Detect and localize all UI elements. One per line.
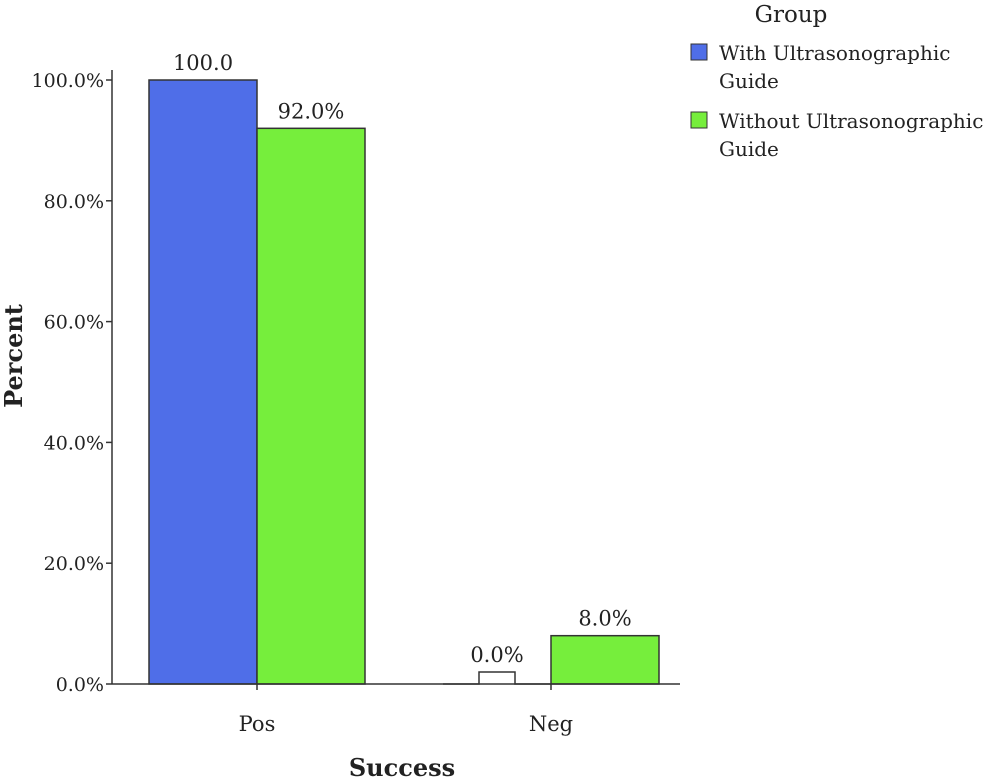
y-tick-label: 60.0% <box>44 312 104 334</box>
x-tick-label: Pos <box>239 712 276 736</box>
legend-label: Guide <box>719 137 779 161</box>
data-label: 100.0 <box>173 51 233 75</box>
data-label: 92.0% <box>278 99 345 123</box>
legend-label: Guide <box>719 69 779 93</box>
y-tick-label: 80.0% <box>44 191 104 213</box>
y-tick-label: 0.0% <box>56 674 104 696</box>
y-axis-title: Percent <box>0 304 28 408</box>
bars <box>148 79 660 685</box>
y-axis-ticks: 0.0% 20.0% 40.0% 60.0% 80.0% 100.0% <box>32 70 112 696</box>
legend-swatch <box>690 43 708 61</box>
bar <box>550 634 660 685</box>
x-tick-label: Neg <box>529 712 573 736</box>
data-label: 8.0% <box>578 607 631 631</box>
y-tick-label: 40.0% <box>44 432 104 454</box>
y-tick-label: 20.0% <box>44 553 104 575</box>
bar <box>148 79 258 685</box>
x-axis-title: Success <box>349 753 455 782</box>
legend-label: With Ultrasonographic <box>719 41 950 65</box>
legend-title: Group <box>755 2 828 28</box>
bar <box>256 127 366 685</box>
data-labels: 100.0 92.0% 0.0% 8.0% <box>173 51 632 667</box>
bar <box>443 671 551 685</box>
legend: Group With Ultrasonographic Guide Without … <box>690 2 983 161</box>
x-axis-ticks: Pos Neg <box>239 684 573 736</box>
y-tick-label: 100.0% <box>32 70 104 92</box>
legend-label: Without Ultrasonographic <box>719 109 983 133</box>
legend-swatch <box>690 111 708 129</box>
data-label: 0.0% <box>470 643 523 667</box>
